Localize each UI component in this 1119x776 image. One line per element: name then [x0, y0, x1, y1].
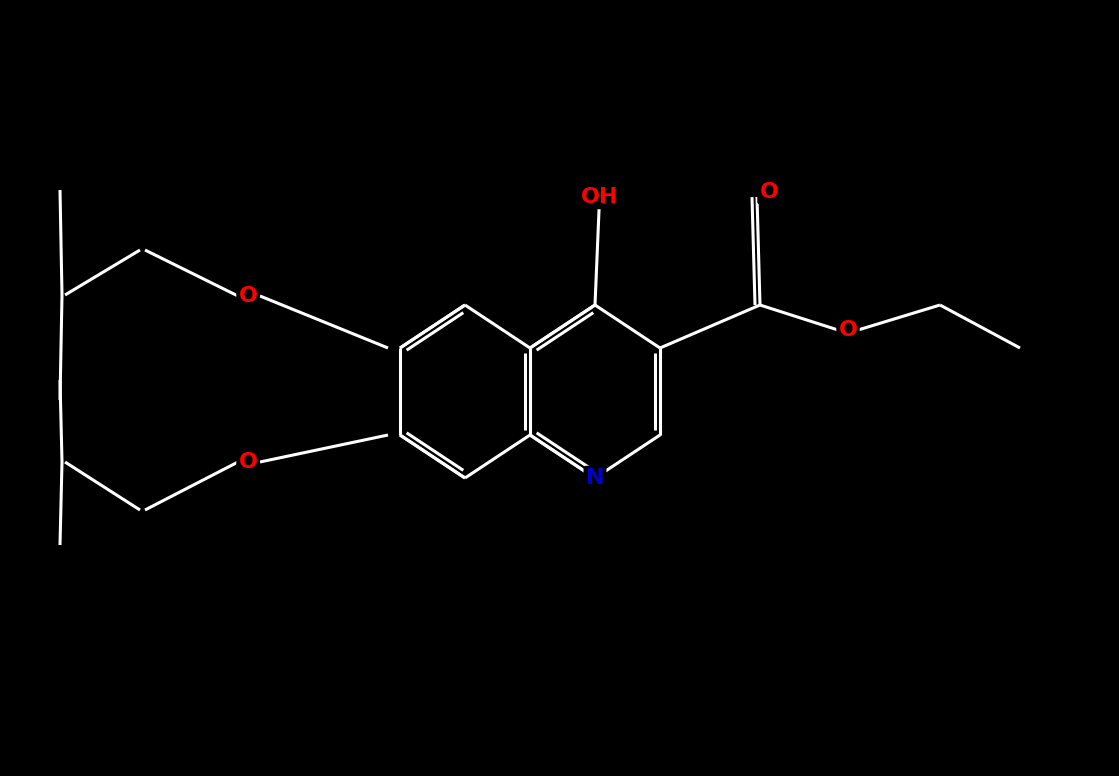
- Text: N: N: [585, 468, 604, 488]
- Text: O: O: [238, 452, 257, 472]
- Text: OH: OH: [581, 187, 619, 207]
- Text: O: O: [838, 320, 857, 340]
- Text: O: O: [760, 182, 779, 202]
- Text: O: O: [238, 286, 257, 306]
